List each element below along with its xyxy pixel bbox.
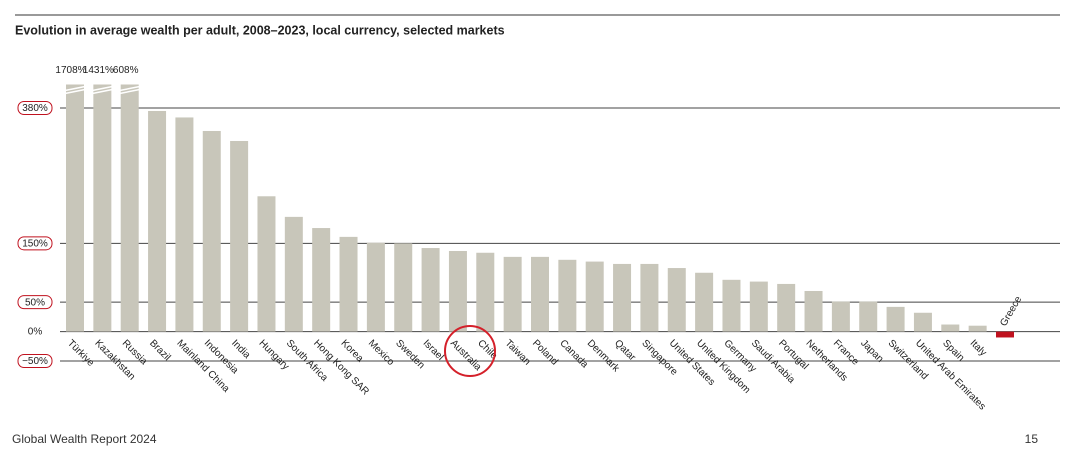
bar: [339, 236, 358, 332]
bar: [148, 110, 167, 332]
x-tick-label: Greece: [998, 294, 1024, 328]
bar: [667, 268, 686, 332]
x-tick-label: Qatar: [612, 338, 638, 364]
bar: [448, 250, 467, 332]
x-tick-label: Italy: [968, 338, 989, 359]
axis-break: [64, 88, 86, 95]
bar: [366, 242, 385, 332]
bar: [93, 84, 112, 332]
x-tick-label: Spain: [940, 338, 966, 364]
bar: [968, 325, 987, 332]
y-tick-label: 380%: [22, 103, 48, 114]
bar: [120, 84, 139, 332]
x-tick-label: Türkiye: [65, 338, 96, 369]
bar: [585, 261, 604, 332]
bar: [312, 228, 331, 332]
page-number: 15: [1025, 432, 1039, 446]
bar: [257, 196, 276, 332]
bar: [941, 324, 960, 332]
x-tick-label: Mexico: [366, 338, 396, 368]
y-tick-label: 150%: [22, 238, 48, 249]
x-tick-label: Sweden: [393, 338, 426, 371]
y-tick-label: 50%: [25, 297, 45, 308]
bar: [996, 331, 1014, 338]
bar: [230, 140, 249, 332]
bar: [886, 306, 905, 332]
bar: [859, 301, 878, 332]
plot: −50%0%50%150%380%1708%Türkiye1431%Kazakh…: [17, 65, 1060, 412]
bar: [722, 279, 741, 332]
bar: [284, 216, 303, 332]
bar: [503, 256, 522, 332]
x-tick-label: Canada: [557, 338, 590, 371]
x-tick-label: Brazil: [147, 338, 172, 363]
y-tick-label: −50%: [22, 356, 48, 367]
axis-break: [119, 88, 140, 95]
y-tick-label: 0%: [28, 327, 43, 338]
x-tick-label: Israel: [421, 338, 446, 363]
bar: [613, 263, 632, 332]
value-label: 608%: [113, 65, 139, 76]
chart-title: Evolution in average wealth per adult, 2…: [15, 23, 505, 37]
axis-break: [64, 85, 86, 92]
tick-box: [17, 295, 53, 310]
axis-break: [92, 85, 113, 92]
value-label: 1708%: [55, 65, 86, 76]
tick-box: [17, 236, 53, 251]
x-tick-label: Poland: [530, 338, 560, 368]
bar: [202, 130, 221, 332]
bar: [831, 301, 850, 332]
value-label: 1431%: [83, 65, 114, 76]
bar: [558, 259, 577, 332]
bar: [175, 117, 194, 332]
bar: [421, 248, 440, 332]
bar: [66, 84, 84, 332]
highlight-circle: [444, 325, 496, 377]
bar: [640, 263, 659, 332]
x-tick-label: Taiwan: [503, 338, 533, 368]
x-tick-label: India: [229, 338, 252, 361]
bar: [695, 272, 714, 332]
footer-report: Global Wealth Report 2024: [12, 432, 157, 446]
bar: [913, 312, 932, 332]
tick-box: [17, 101, 53, 116]
bar: [777, 283, 796, 332]
bar: [749, 281, 768, 332]
bar: [804, 290, 823, 332]
bar: [476, 252, 495, 332]
axis-break: [119, 85, 140, 92]
tick-box: [17, 354, 53, 368]
bar: [394, 243, 413, 332]
bar: [531, 256, 549, 332]
axis-break: [92, 88, 113, 95]
